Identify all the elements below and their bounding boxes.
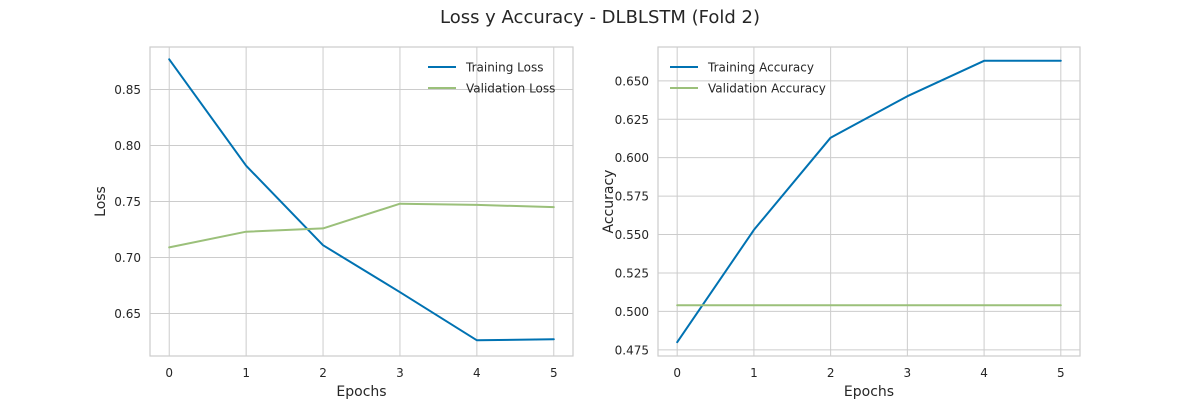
accuracy-ytick-label: 0.525 xyxy=(615,266,649,280)
accuracy-xtick-label: 2 xyxy=(827,366,835,380)
loss-ytick-label: 0.85 xyxy=(114,83,141,97)
accuracy-xtick-label: 4 xyxy=(980,366,988,380)
loss-axes-frame xyxy=(149,46,574,357)
accuracy-ylabel: Accuracy xyxy=(601,170,617,234)
accuracy-series-line-training xyxy=(676,59,1062,344)
loss-xlabel: Epochs xyxy=(336,384,386,400)
loss-ytick-label: 0.75 xyxy=(114,195,141,209)
loss-ylabel: Loss xyxy=(93,186,109,217)
loss-plot: 0 1 2 3 4 5 0.65 0.70 0.75 0.80 0.85 Epochs Loss Trai… xyxy=(93,46,574,400)
accuracy-xtick-label: 1 xyxy=(750,366,758,380)
accuracy-ytick-label: 0.575 xyxy=(615,190,649,204)
accuracy-ytick-label: 0.500 xyxy=(615,305,649,319)
accuracy-legend-label: Validation Accuracy xyxy=(708,82,826,96)
loss-xtick-label: 5 xyxy=(550,366,558,380)
accuracy-xtick-label: 0 xyxy=(673,366,681,380)
loss-xtick-label: 1 xyxy=(242,366,250,380)
accuracy-ytick-label: 0.625 xyxy=(615,113,649,127)
accuracy-xtick-label: 5 xyxy=(1057,366,1065,380)
loss-legend-label: Validation Loss xyxy=(466,82,555,96)
loss-xtick-label: 4 xyxy=(473,366,481,380)
accuracy-ytick-label: 0.475 xyxy=(615,343,649,357)
accuracy-plot: 0 1 2 3 4 5 0.475 0.500 0.525 0.550 0.575 0.600 0.62… xyxy=(601,46,1081,400)
accuracy-ytick-label: 0.550 xyxy=(615,228,649,242)
accuracy-ytick-label: 0.650 xyxy=(615,74,649,88)
loss-ytick-label: 0.80 xyxy=(114,139,141,153)
loss-series-line-validation xyxy=(168,202,555,249)
loss-xtick-label: 2 xyxy=(319,366,327,380)
accuracy-ytick-label: 0.600 xyxy=(615,151,649,165)
loss-series-line-training xyxy=(168,58,555,342)
accuracy-xlabel: Epochs xyxy=(844,384,894,400)
loss-ytick-label: 0.70 xyxy=(114,251,141,265)
loss-xtick-label: 0 xyxy=(165,366,173,380)
loss-xtick-label: 3 xyxy=(396,366,404,380)
accuracy-axes-frame xyxy=(657,46,1081,357)
accuracy-xtick-label: 3 xyxy=(904,366,912,380)
accuracy-legend-label: Training Accuracy xyxy=(707,61,814,75)
figure-title: Loss y Accuracy - DLBLSTM (Fold 2) xyxy=(440,7,760,28)
loss-legend-label: Training Loss xyxy=(465,61,543,75)
loss-ytick-label: 0.65 xyxy=(114,307,141,321)
